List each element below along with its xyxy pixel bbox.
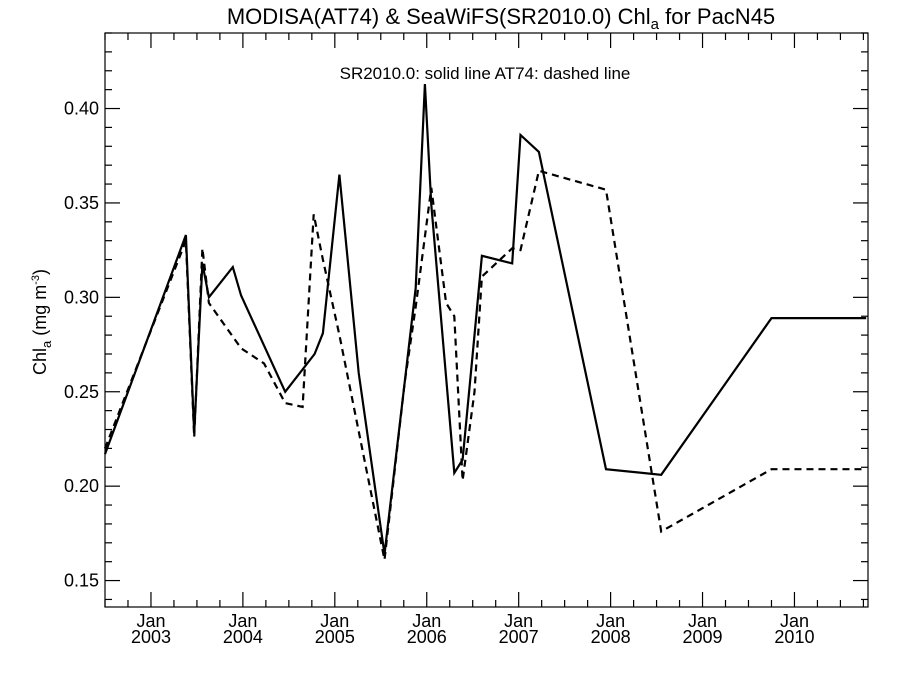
x-tick-month-label: Jan — [504, 611, 533, 631]
chart-title: MODISA(AT74) & SeaWiFS(SR2010.0) Chla fo… — [227, 4, 775, 33]
axis-ticks — [104, 32, 868, 607]
x-tick-month-label: Jan — [596, 611, 625, 631]
x-tick-month-label: Jan — [688, 611, 717, 631]
x-tick-year-label: 2005 — [315, 627, 355, 647]
chart-title-subscript: a — [651, 16, 660, 33]
x-tick-month-label: Jan — [780, 611, 809, 631]
legend-annotation: SR2010.0: solid line AT74: dashed line — [340, 64, 631, 83]
x-tick-year-label: 2006 — [407, 627, 447, 647]
series-lines — [103, 83, 867, 561]
y-tick-label: 0.15 — [64, 571, 99, 591]
x-tick-year-label: 2009 — [683, 627, 723, 647]
x-tick-year-label: 2010 — [774, 627, 814, 647]
series-line-sr2010-0 — [103, 83, 867, 555]
y-tick-label: 0.20 — [64, 476, 99, 496]
x-tick-month-label: Jan — [320, 611, 349, 631]
y-axis-label-subscript: a — [39, 340, 54, 348]
series-line-at74 — [103, 169, 867, 561]
x-tick-month-label: Jan — [412, 611, 441, 631]
x-tick-month-label: Jan — [228, 611, 257, 631]
tick-labels: 0.150.200.250.300.350.40Jan2003Jan2004Ja… — [64, 99, 815, 647]
x-tick-year-label: 2003 — [131, 627, 171, 647]
y-tick-label: 0.40 — [64, 99, 99, 119]
y-tick-label: 0.35 — [64, 193, 99, 213]
y-axis-label-superscript: -3 — [30, 275, 42, 285]
y-tick-label: 0.25 — [64, 382, 99, 402]
x-tick-month-label: Jan — [136, 611, 165, 631]
x-tick-year-label: 2008 — [591, 627, 631, 647]
x-tick-year-label: 2007 — [499, 627, 539, 647]
plot-frame — [104, 32, 869, 608]
y-tick-label: 0.30 — [64, 287, 99, 307]
x-tick-year-label: 2004 — [223, 627, 263, 647]
y-axis-label: Chla (mg m-3) — [30, 269, 54, 375]
